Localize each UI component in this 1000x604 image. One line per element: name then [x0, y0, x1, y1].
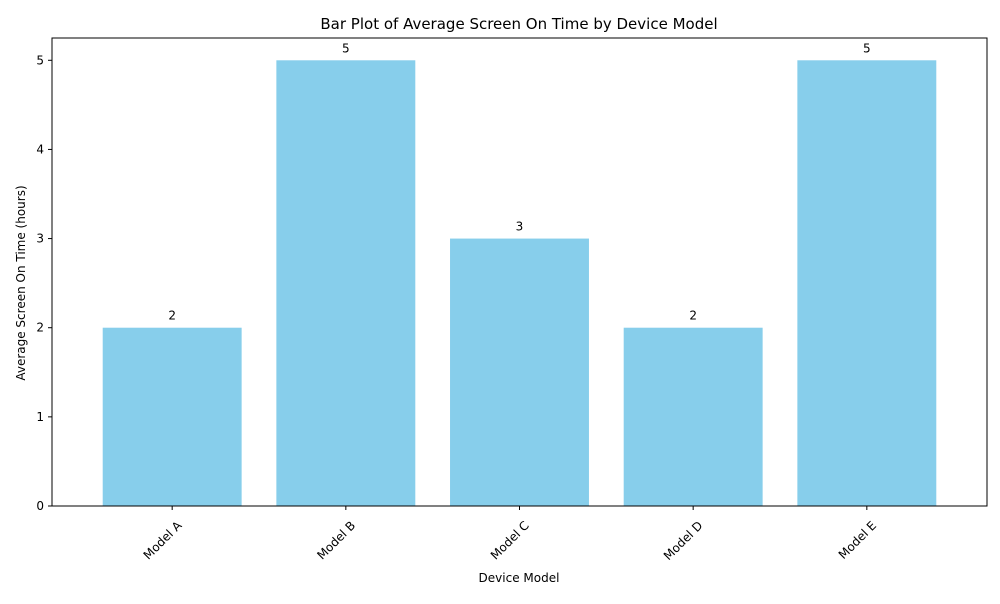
y-tick-label: 3 — [36, 232, 44, 246]
x-tick-label: Model C — [488, 518, 532, 562]
x-tick-label: Model E — [836, 518, 879, 561]
y-tick-label: 0 — [36, 499, 44, 513]
bar-model-d — [623, 327, 763, 506]
x-axis-label: Device Model — [479, 571, 560, 585]
plot-frame — [51, 37, 988, 507]
bar-model-b — [276, 60, 416, 506]
data-label: 2 — [168, 309, 176, 323]
data-label: 5 — [863, 41, 871, 55]
data-label: 5 — [342, 41, 350, 55]
plot-area: 2 Model A 5 Model B 3 Model C 2 Model D 5 Model E… — [36, 37, 988, 563]
bar-model-e — [797, 60, 937, 506]
chart-title: Bar Plot of Average Screen On Time by De… — [320, 15, 717, 33]
x-tick-label: Model B — [314, 518, 358, 562]
y-axis-label: Average Screen On Time (hours) — [14, 185, 28, 380]
y-tick-label: 4 — [36, 142, 44, 156]
data-label: 3 — [516, 220, 524, 234]
bar-model-a — [102, 327, 242, 506]
y-tick-label: 5 — [36, 53, 44, 67]
y-tick-label: 1 — [36, 410, 44, 424]
bar-model-c — [450, 238, 589, 506]
y-tick-label: 2 — [36, 321, 44, 335]
x-tick-label: Model D — [661, 518, 706, 563]
x-tick-label: Model A — [141, 518, 185, 562]
data-label: 2 — [689, 309, 697, 323]
